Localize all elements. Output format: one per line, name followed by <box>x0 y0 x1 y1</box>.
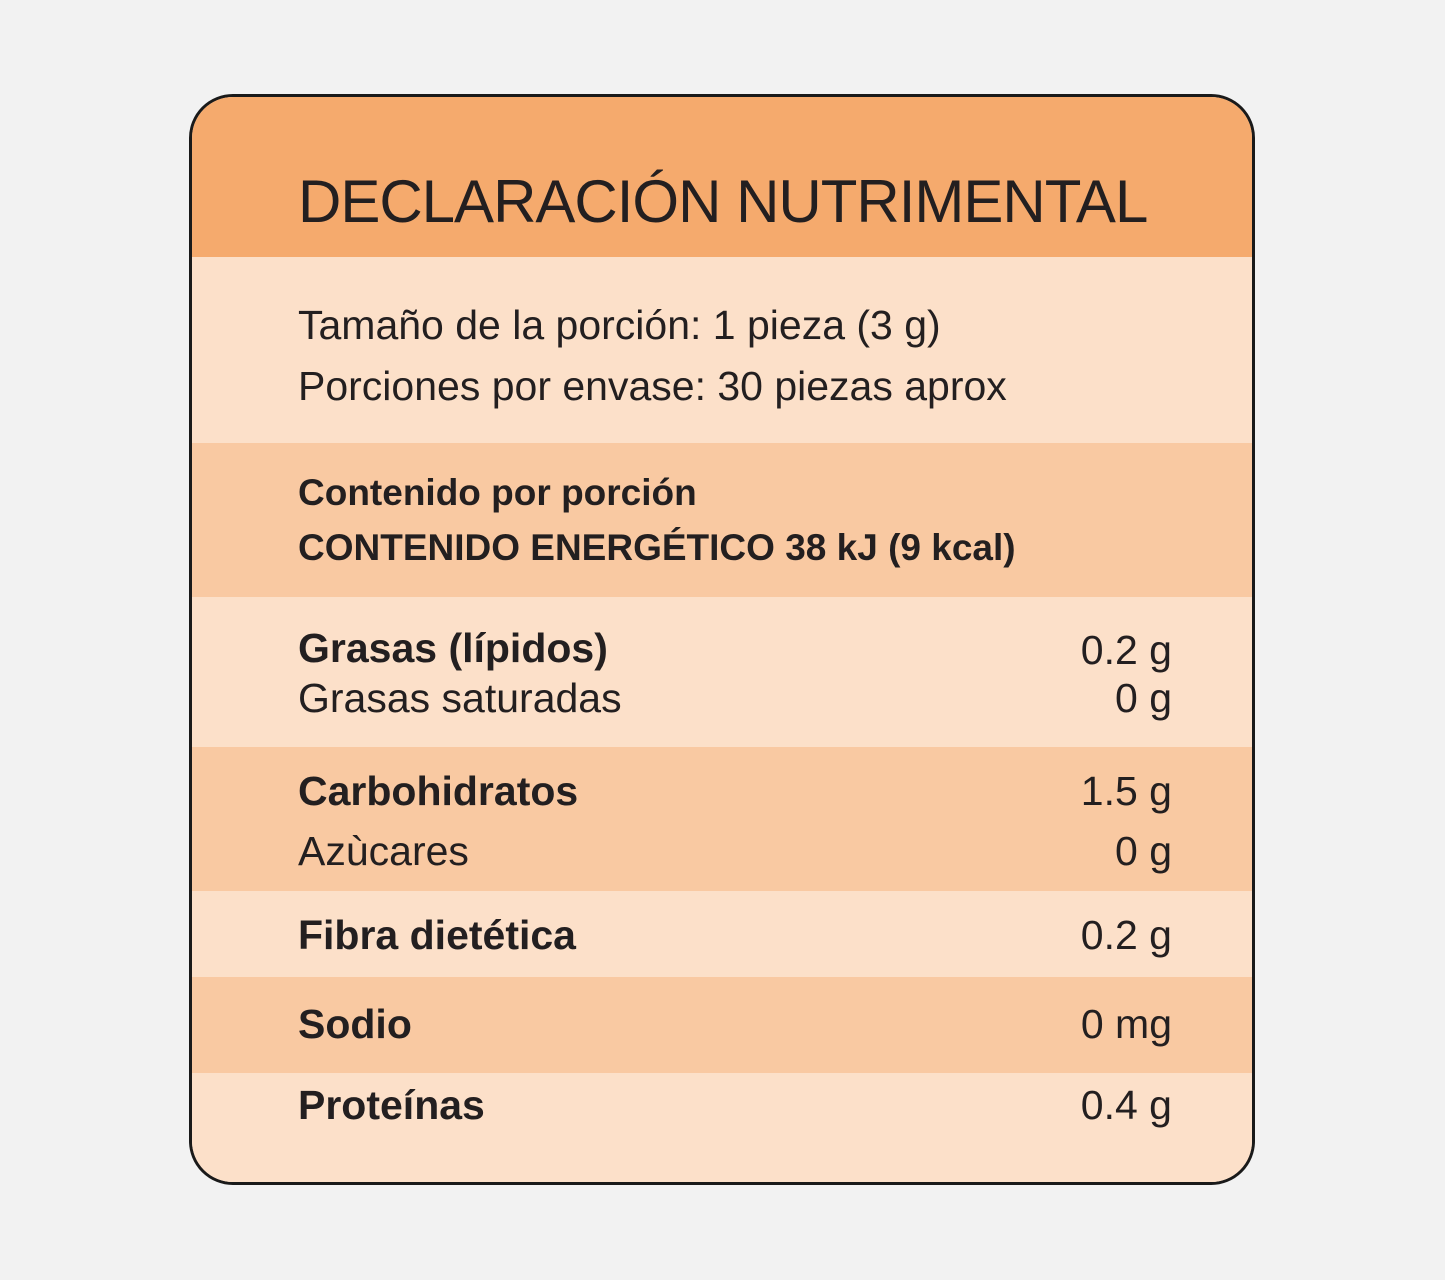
energy-content: CONTENIDO ENERGÉTICO 38 kJ (9 kcal) <box>298 527 1016 568</box>
sodium-value: 0 mg <box>1080 1001 1172 1047</box>
header-band: DECLARACIÓN NUTRIMENTAL <box>192 97 1252 257</box>
protein-value: 0.4 g <box>1080 1082 1172 1128</box>
carbohydrates-value: 1.5 g <box>1080 768 1172 814</box>
fiber-value: 0.2 g <box>1080 912 1172 958</box>
fiber-band: Fibra dietética 0.2 g <box>192 891 1252 977</box>
sugars-label: Azùcares <box>298 828 469 874</box>
fat-value: 0.2 g <box>1080 627 1172 673</box>
serving-size: Tamaño de la porción: 1 pieza (3 g) <box>298 302 941 348</box>
protein-label: Proteínas <box>298 1082 485 1128</box>
saturated-fat-value: 0 g <box>1115 675 1172 721</box>
saturated-fat-label: Grasas saturadas <box>298 675 622 721</box>
servings-per-container: Porciones por envase: 30 piezas aprox <box>298 363 1007 409</box>
fiber-label: Fibra dietética <box>298 912 576 958</box>
carbohydrates-band: Carbohidratos 1.5 g Azùcares 0 g <box>192 747 1252 891</box>
label-title: DECLARACIÓN NUTRIMENTAL <box>298 168 1148 235</box>
sodium-band: Sodio 0 mg <box>192 977 1252 1073</box>
fat-band: Grasas (lípidos) 0.2 g Grasas saturadas … <box>192 597 1252 747</box>
nutrition-facts-label: DECLARACIÓN NUTRIMENTAL Tamaño de la por… <box>189 94 1255 1185</box>
sodium-label: Sodio <box>298 1001 412 1047</box>
serving-band: Tamaño de la porción: 1 pieza (3 g) Porc… <box>192 257 1252 443</box>
carbohydrates-label: Carbohidratos <box>298 768 579 814</box>
content-per-serving-heading: Contenido por porción <box>298 472 697 513</box>
energy-band: Contenido por porción CONTENIDO ENERGÉTI… <box>192 443 1252 597</box>
protein-band: Proteínas 0.4 g <box>192 1073 1252 1182</box>
sugars-value: 0 g <box>1115 828 1172 874</box>
fat-label: Grasas (lípidos) <box>298 625 608 671</box>
